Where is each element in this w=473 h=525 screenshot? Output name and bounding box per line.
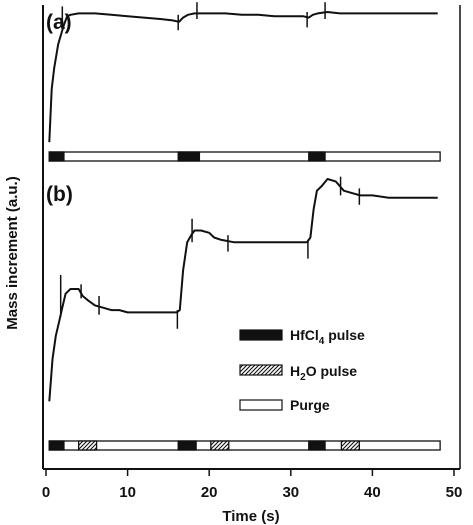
x-tick-label-20: 20 xyxy=(201,484,218,501)
x-tick-label-40: 40 xyxy=(364,484,381,501)
legend-label-purge: Purge xyxy=(290,397,330,413)
purge-bar-b xyxy=(48,440,441,451)
legend-label-h2o: H2O pulse xyxy=(290,363,357,383)
x-tick-label-50: 50 xyxy=(446,484,463,501)
plot-frame xyxy=(42,5,461,470)
hfcl4-pulse-a-3 xyxy=(308,151,326,162)
panel-a xyxy=(48,2,441,162)
panel-b xyxy=(48,176,441,451)
legend-swatch-hfcl4 xyxy=(239,329,283,341)
h2o-pulse-b-3 xyxy=(340,440,360,451)
hfcl4-pulse-b-1 xyxy=(48,440,65,451)
panel-label-b: (b) xyxy=(46,183,73,206)
hfcl4-pulse-a-2 xyxy=(177,151,201,162)
purge-bar-a xyxy=(48,151,441,162)
x-axis-title: Time (s) xyxy=(222,508,279,525)
mass-trace-a xyxy=(48,11,438,143)
hfcl4-pulse-a-1 xyxy=(48,151,65,162)
hfcl4-pulse-b-3 xyxy=(308,440,326,451)
legend: HfCl4 pulse H2O pulse Purge xyxy=(239,327,365,413)
h2o-pulse-b-1 xyxy=(77,440,98,451)
panel-label-a: (a) xyxy=(46,11,72,34)
x-axis-ticks: 0 10 20 30 40 50 xyxy=(42,469,463,501)
x-tick-label-10: 10 xyxy=(119,484,136,501)
legend-swatch-purge xyxy=(239,399,283,411)
x-tick-label-30: 30 xyxy=(282,484,299,501)
legend-label-hfcl4: HfCl4 pulse xyxy=(290,327,365,347)
h2o-pulse-b-2 xyxy=(210,440,230,451)
legend-swatch-h2o xyxy=(239,364,283,376)
hfcl4-pulse-b-2 xyxy=(177,440,197,451)
y-axis-title: Mass increment (a.u.) xyxy=(4,176,21,329)
x-tick-label-0: 0 xyxy=(42,484,50,501)
